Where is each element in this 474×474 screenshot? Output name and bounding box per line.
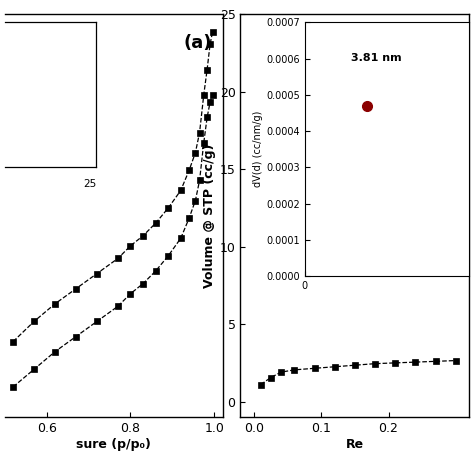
- X-axis label: sure (p/p₀): sure (p/p₀): [76, 438, 151, 451]
- X-axis label: Re: Re: [346, 438, 364, 451]
- Text: (a): (a): [183, 35, 212, 52]
- Y-axis label: Volume @ STP (cc/g): Volume @ STP (cc/g): [202, 144, 216, 288]
